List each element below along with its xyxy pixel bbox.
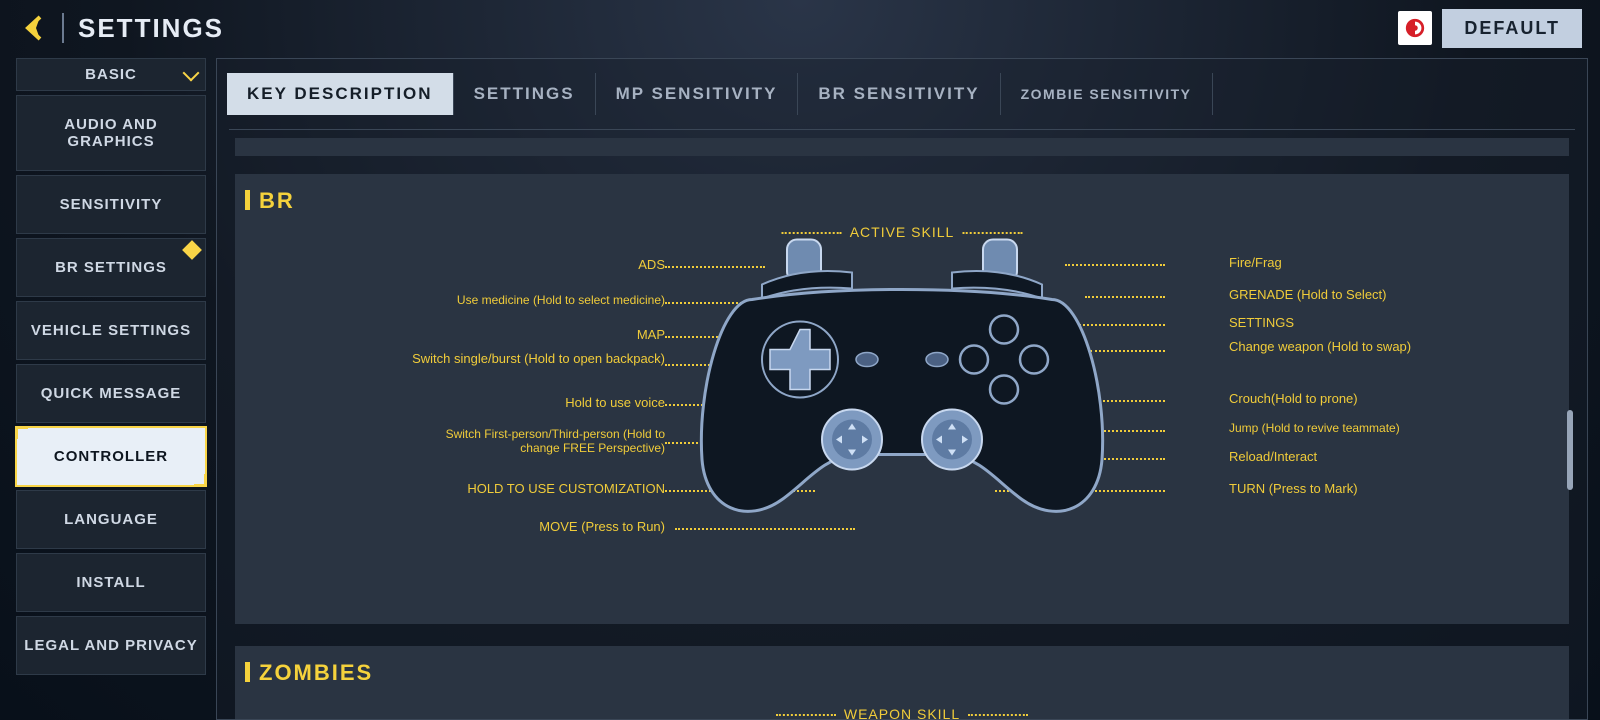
tab-mp-sensitivity[interactable]: MP SENSITIVITY <box>596 73 799 115</box>
sidebar-item-label: AUDIO AND GRAPHICS <box>64 116 157 150</box>
label-use-medicine: Use medicine (Hold to select medicine) <box>457 294 665 308</box>
tab-br-sensitivity[interactable]: BR SENSITIVITY <box>798 73 1000 115</box>
default-button[interactable]: DEFAULT <box>1442 9 1582 48</box>
scrollbar-thumb[interactable] <box>1567 410 1573 490</box>
tabs: KEY DESCRIPTION SETTINGS MP SENSITIVITY … <box>217 59 1587 115</box>
sidebar-item-vehicle-settings[interactable]: VEHICLE SETTINGS <box>16 301 206 360</box>
tab-label: BR SENSITIVITY <box>818 84 979 104</box>
label-grenade: GRENADE (Hold to Select) <box>1229 288 1387 303</box>
sidebar-item-sensitivity[interactable]: SENSITIVITY <box>16 175 206 234</box>
tab-label: ZOMBIE SENSITIVITY <box>1021 86 1192 102</box>
garena-icon[interactable] <box>1398 11 1432 45</box>
sidebar-item-controller[interactable]: CONTROLLER <box>16 427 206 486</box>
label-weapon-skill: WEAPON SKILL <box>768 706 1036 719</box>
sidebar-item-quick-message[interactable]: QUICK MESSAGE <box>16 364 206 423</box>
label-change-weapon: Change weapon (Hold to swap) <box>1229 340 1411 355</box>
title-separator <box>62 13 64 43</box>
tab-label: MP SENSITIVITY <box>616 84 778 104</box>
sidebar-item-label: SENSITIVITY <box>60 196 163 213</box>
tab-settings[interactable]: SETTINGS <box>454 73 596 115</box>
tab-zombie-sensitivity[interactable]: ZOMBIE SENSITIVITY <box>1001 73 1213 115</box>
sidebar: BASIC AUDIO AND GRAPHICS SENSITIVITY BR … <box>16 58 206 675</box>
label-jump: Jump (Hold to revive teammate) <box>1229 422 1400 436</box>
sidebar-item-label: INSTALL <box>76 574 145 591</box>
controller-diagram: ACTIVE SKILL ADS Use medicine (Hold to s… <box>235 224 1569 584</box>
label-settings: SETTINGS <box>1229 316 1294 331</box>
label-switch-burst: Switch single/burst (Hold to open backpa… <box>412 352 665 367</box>
tab-label: SETTINGS <box>474 84 575 104</box>
label-hold-voice: Hold to use voice <box>565 396 665 411</box>
label-turn: TURN (Press to Mark) <box>1229 482 1358 497</box>
sidebar-item-label: BR SETTINGS <box>55 259 167 276</box>
main-panel: KEY DESCRIPTION SETTINGS MP SENSITIVITY … <box>216 58 1588 720</box>
controller-icon <box>692 230 1112 535</box>
label-customization: HOLD TO USE CUSTOMIZATION <box>467 482 665 497</box>
sidebar-item-legal-privacy[interactable]: LEGAL AND PRIVACY <box>16 616 206 675</box>
label-crouch: Crouch(Hold to prone) <box>1229 392 1358 407</box>
label-ads: ADS <box>638 258 665 273</box>
sidebar-item-audio-graphics[interactable]: AUDIO AND GRAPHICS <box>16 95 206 171</box>
sidebar-item-br-settings[interactable]: BR SETTINGS <box>16 238 206 297</box>
sidebar-item-label: LEGAL AND PRIVACY <box>24 637 197 654</box>
content-area: BR ACTIVE SKILL ADS Use medicine (Hold t… <box>229 129 1575 719</box>
sidebar-item-basic[interactable]: BASIC <box>16 58 206 91</box>
sidebar-item-language[interactable]: LANGUAGE <box>16 490 206 549</box>
tab-key-description[interactable]: KEY DESCRIPTION <box>227 73 454 115</box>
sidebar-item-label: VEHICLE SETTINGS <box>31 322 191 339</box>
label-reload: Reload/Interact <box>1229 450 1317 465</box>
label-move: MOVE (Press to Run) <box>539 520 665 535</box>
label-fire-frag: Fire/Frag <box>1229 256 1282 271</box>
label-text: WEAPON SKILL <box>844 706 960 719</box>
label-map: MAP <box>637 328 665 343</box>
section-title-br: BR <box>235 188 1569 214</box>
sidebar-item-install[interactable]: INSTALL <box>16 553 206 612</box>
label-switch-person: Switch First-person/Third-person (Hold t… <box>405 428 665 456</box>
spacer-bar <box>235 138 1569 156</box>
tab-label: KEY DESCRIPTION <box>247 84 433 104</box>
sidebar-item-label: LANGUAGE <box>64 511 158 528</box>
section-title-zombies: ZOMBIES <box>235 660 1569 686</box>
section-br: BR ACTIVE SKILL ADS Use medicine (Hold t… <box>235 174 1569 624</box>
section-zombies: ZOMBIES WEAPON SKILL <box>235 646 1569 719</box>
sidebar-item-label: BASIC <box>85 66 137 83</box>
sidebar-item-label: CONTROLLER <box>54 448 168 465</box>
sidebar-item-label: QUICK MESSAGE <box>41 385 182 402</box>
page-title: SETTINGS <box>78 13 224 44</box>
back-icon[interactable] <box>18 11 52 45</box>
